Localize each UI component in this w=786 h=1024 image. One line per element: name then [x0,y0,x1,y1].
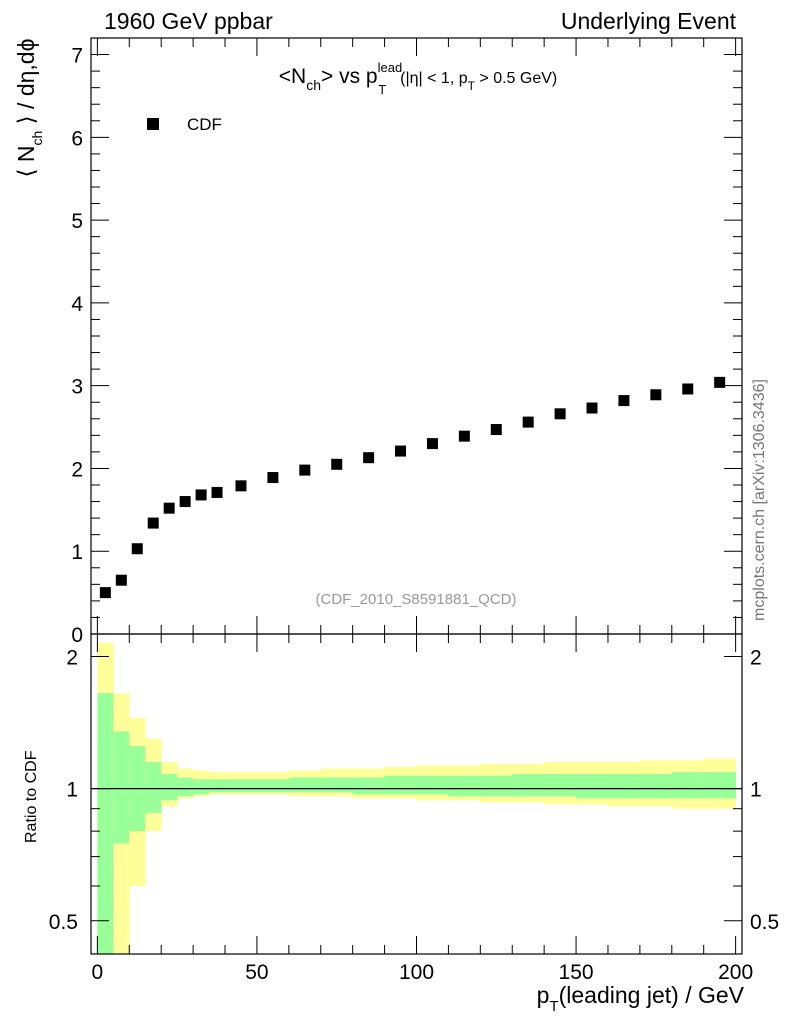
band-inner-bin [225,779,258,793]
data-point [115,574,127,586]
title-cuts-t-sub: T [468,79,476,93]
y-tick-label: 4 [71,293,83,316]
band-inner-bin [448,775,481,797]
title-cuts-b: > 0.5 GeV) [475,70,557,87]
header-left: 1960 GeV ppbar [104,8,273,34]
title-prefix: <N [279,65,306,88]
ratio-y-tick-label: 1 [66,779,78,802]
data-point [211,486,223,498]
band-inner-bin [209,779,226,793]
ratio-y-tick-label-right: 2 [750,646,762,669]
ratio-y-tick-label-right: 1 [750,779,762,802]
band-inner-bin [320,777,354,793]
y-tick-label: 1 [71,541,83,564]
data-point [554,408,566,420]
y-tick-label: 0 [71,624,83,647]
x-axis-title: pT(leading jet) / GeV [537,982,745,1015]
data-point [147,517,159,529]
data-point [522,416,534,428]
band-inner-bin [544,773,577,797]
data-point [650,389,662,401]
legend-label: CDF [187,115,222,134]
main-ylabel-b: ⟩ / dη,dϕ [13,39,39,131]
ratio-y-tick-label: 0.5 [49,911,78,934]
ratio-bands [97,642,737,954]
band-inner-bin [161,773,178,801]
data-point [458,430,470,442]
band-inner-bin [97,693,114,954]
x-tick-label: 50 [245,961,268,984]
y-tick-label: 7 [71,45,83,68]
band-inner-bin [145,761,162,813]
band-inner-bin [256,779,290,793]
ratio-ylabel: Ratio to CDF [23,750,40,843]
main-ylabel-a: ⟨ N [13,146,39,178]
data-point [163,502,175,514]
ratio-y-tick-label-right: 0.5 [750,911,779,934]
band-inner-bin [113,731,130,844]
data-point [395,445,407,457]
band-inner-bin [193,779,210,795]
ratio-y-tick-label: 2 [66,646,78,669]
data-point [682,383,694,395]
band-inner-bin [512,773,545,797]
main-ylabel: ⟨ Nch ⟩ / dη,dϕ [13,39,45,178]
x-tick-label: 100 [399,961,434,984]
xlabel-rest: (leading jet) / GeV [559,982,745,1008]
legend-marker [147,118,159,130]
data-point [426,438,438,450]
data-point [131,543,143,555]
title-mid: > vs p [321,65,378,88]
band-inner-bin [607,773,641,799]
xlabel-sub: T [549,998,558,1015]
title-ch-sub: ch [306,77,321,93]
band-inner-bin [703,772,737,799]
band-inner-bin [480,775,513,797]
data-point [99,587,111,599]
data-point [618,395,630,407]
plot-title: <Nch> vs plead T(|η| < 1, pT > 0.5 GeV) [279,60,557,97]
xlabel-p: p [537,982,550,1008]
band-inner-bin [288,777,322,793]
data-point [490,424,502,436]
data-point [586,402,598,414]
y-tick-label: 5 [71,210,83,233]
x-tick-label: 200 [718,961,753,984]
data-point [195,489,207,501]
header-right: Underlying Event [560,8,736,34]
data-point [267,472,279,484]
main-ylabel-sub: ch [29,131,45,146]
x-tick-label: 0 [92,961,104,984]
y-tick-label: 3 [71,376,83,399]
data-markers [99,376,726,599]
x-tick-label: 150 [559,961,594,984]
data-point [714,376,726,388]
band-inner-bin [416,775,449,795]
y-tick-label: 6 [71,127,83,150]
axis-ticks [91,37,742,954]
title-lead-sup: lead [378,60,403,75]
band-inner-bin [576,773,609,799]
band-inner-bin [639,773,673,799]
data-point [331,458,343,470]
band-inner-bin [177,777,194,797]
title-t-sub: T [378,82,386,97]
band-inner-bin [671,772,705,799]
data-point [179,496,191,508]
data-point [299,464,311,476]
tick-labels: 0 1 2 3 4 5 6 7 0 50 100 150 200 0.5 0.5 1 1 2 2 [49,45,779,984]
y-tick-label: 2 [71,458,83,481]
band-inner-bin [352,777,386,795]
data-point [363,452,375,464]
title-cuts-a: (|η| < 1, p [400,70,468,87]
band-inner-bin [384,775,417,795]
data-point [235,480,247,492]
reference-label: (CDF_2010_S8591881_QCD) [316,591,517,608]
